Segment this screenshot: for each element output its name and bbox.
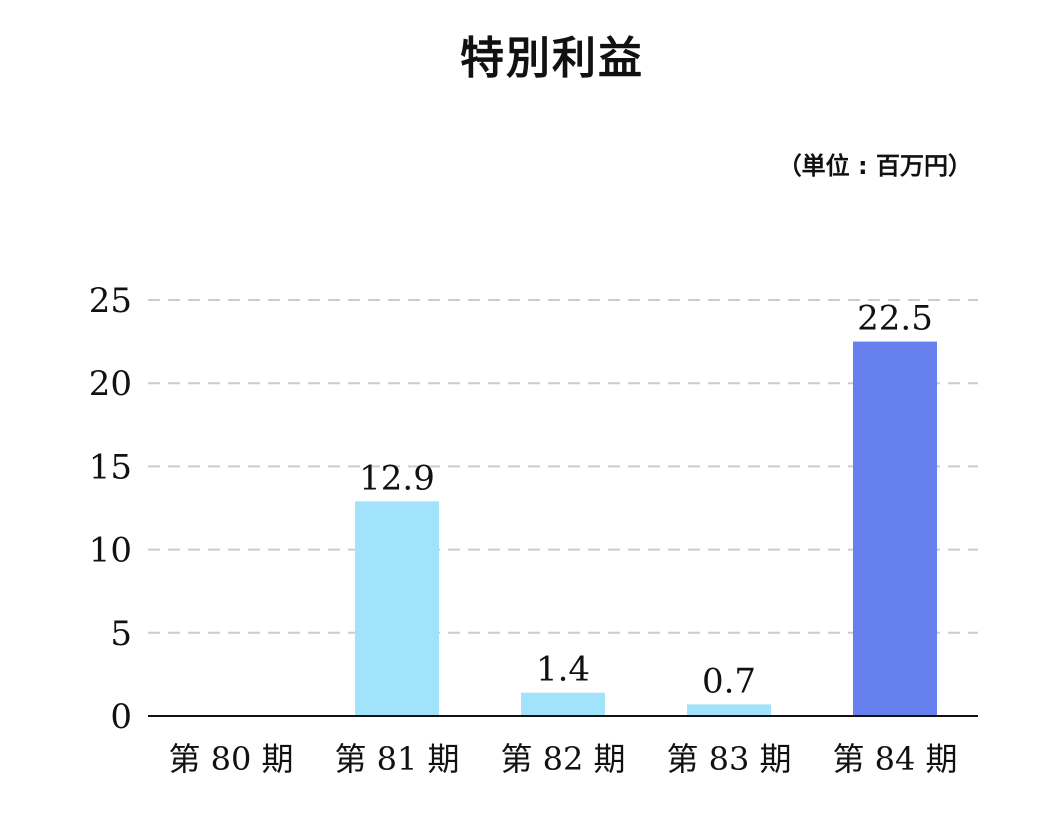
y-tick-label: 25 [89, 281, 132, 321]
grid-lines [148, 299, 978, 634]
x-category-label: 第 81 期 [334, 740, 459, 778]
data-label: 22.5 [857, 299, 933, 339]
x-category-label: 第 83 期 [666, 740, 791, 778]
data-label: 1.4 [536, 650, 590, 690]
y-tick-label: 20 [89, 364, 132, 404]
y-tick-label: 5 [110, 614, 132, 654]
chart-title: 特別利益 [460, 33, 644, 84]
x-category-label: 第 80 期 [168, 740, 293, 778]
unit-label: （単位 : 百万円） [777, 152, 972, 180]
y-tick-label: 10 [89, 531, 132, 571]
bar [521, 692, 605, 716]
x-category-label: 第 82 期 [500, 740, 625, 778]
data-label: 0.7 [702, 661, 756, 701]
y-tick-label: 15 [89, 447, 132, 487]
category-labels: 第 80 期 第 81 期 第 82 期 第 83 期 第 84 期 [168, 740, 957, 778]
x-category-label: 第 84 期 [832, 740, 957, 778]
bar [853, 341, 937, 716]
data-labels: 12.9 1.4 0.7 22.5 [359, 299, 933, 702]
bar [355, 501, 439, 716]
bar [687, 704, 771, 716]
data-label: 12.9 [359, 458, 435, 498]
y-tick-label: 0 [110, 697, 132, 737]
bars [355, 341, 937, 716]
y-tick-labels: 0 5 10 15 20 25 [89, 281, 132, 737]
